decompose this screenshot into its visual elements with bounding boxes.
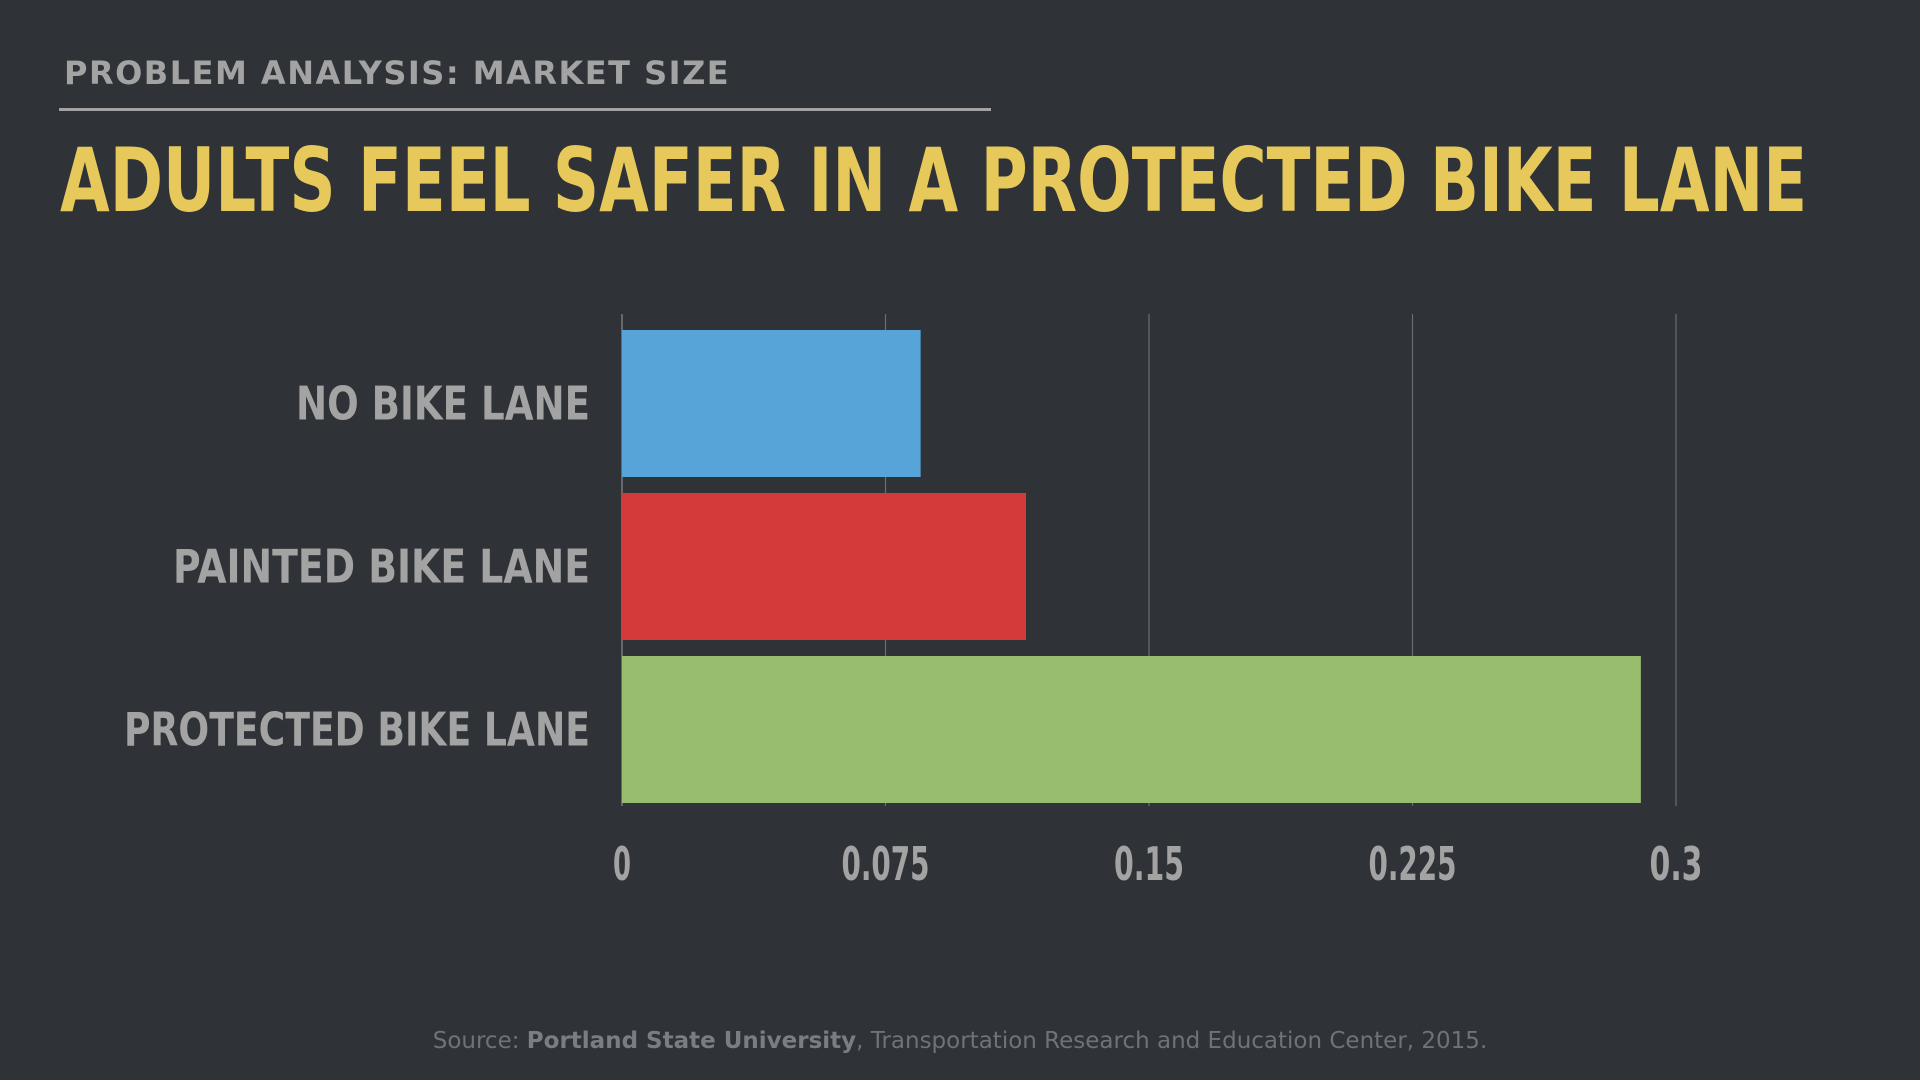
x-tick-label: 0 (613, 837, 631, 891)
bar-protected-bike-lane (622, 656, 1641, 803)
x-tick-labels: 0 0.075 0.15 0.225 0.3 (613, 837, 1703, 891)
source-prefix: Source: (432, 1028, 527, 1054)
source-note: Source: Portland State University, Trans… (0, 1028, 1920, 1054)
source-detail: , Transportation Research and Education … (856, 1028, 1488, 1054)
x-tick-label: 0.075 (842, 837, 930, 891)
source-organization: Portland State University (526, 1028, 857, 1054)
x-tick-label: 0.225 (1369, 837, 1457, 891)
category-label: NO BIKE LANE (296, 377, 590, 431)
slide-title: ADULTS FEEL SAFER IN A PROTECTED BIKE LA… (60, 129, 1808, 232)
category-label: PROTECTED BIKE LANE (124, 703, 590, 757)
bar-painted-bike-lane (622, 493, 1027, 640)
section-kicker: PROBLEM ANALYSIS: MARKET SIZE (64, 54, 731, 92)
bar-no-bike-lane (622, 330, 921, 477)
x-tick-label: 0.3 (1650, 837, 1703, 891)
bars (622, 330, 1641, 803)
category-labels: NO BIKE LANE PAINTED BIKE LANE PROTECTED B… (124, 377, 590, 757)
kicker-divider (59, 108, 991, 111)
category-label: PAINTED BIKE LANE (173, 540, 590, 594)
x-tick-label: 0.15 (1114, 837, 1184, 891)
